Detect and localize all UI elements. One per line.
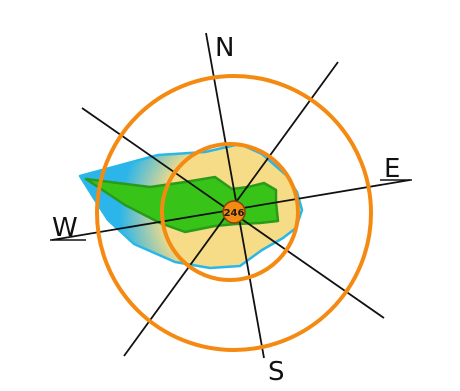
south-label: S [268,357,285,386]
center-hub: 246 [222,200,246,224]
inner-ring [160,142,300,282]
north-south-axis [205,32,265,359]
east-label: E [384,154,400,184]
outer-ring [95,74,373,352]
center-value: 246 [224,208,245,219]
center-hub-circle [222,200,246,224]
west-label: W [52,213,78,243]
north-label: N [215,33,234,63]
